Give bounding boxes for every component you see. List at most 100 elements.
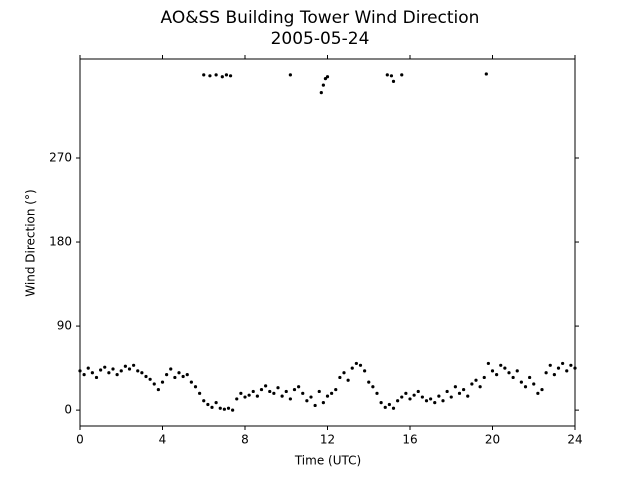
point	[235, 397, 239, 401]
point	[198, 391, 202, 395]
point	[214, 73, 218, 77]
point	[499, 363, 503, 367]
point	[284, 389, 288, 394]
point	[482, 375, 486, 380]
point	[165, 373, 169, 377]
point	[94, 375, 99, 380]
point	[247, 393, 251, 397]
point	[86, 366, 90, 370]
y-tick-label: 0	[64, 403, 72, 417]
point	[305, 399, 309, 403]
point	[107, 371, 111, 375]
point	[391, 406, 396, 410]
point	[193, 385, 198, 389]
point	[276, 386, 280, 390]
point	[367, 380, 371, 384]
point	[412, 393, 416, 397]
point	[379, 401, 383, 405]
point	[272, 391, 276, 395]
point	[358, 363, 363, 367]
point	[319, 91, 323, 95]
point	[429, 397, 433, 401]
point	[251, 389, 255, 394]
point	[160, 380, 165, 384]
point	[519, 380, 523, 384]
point	[503, 366, 507, 370]
point	[387, 402, 391, 407]
point	[280, 394, 284, 398]
point	[323, 77, 328, 81]
point	[396, 399, 400, 403]
point	[474, 378, 478, 382]
point	[457, 391, 462, 395]
point	[99, 368, 103, 372]
x-tick-label: 20	[485, 433, 500, 447]
point	[152, 382, 156, 386]
point	[189, 380, 193, 384]
point	[573, 366, 577, 370]
point	[445, 389, 449, 394]
point	[239, 391, 243, 395]
point	[338, 375, 342, 380]
point	[350, 366, 354, 370]
point	[228, 74, 233, 78]
point	[82, 373, 86, 377]
point	[132, 363, 136, 367]
point	[103, 365, 107, 369]
point	[330, 391, 334, 395]
point	[255, 394, 259, 398]
point	[544, 371, 548, 375]
point	[140, 371, 144, 375]
point	[528, 375, 532, 380]
point	[156, 387, 160, 392]
point	[185, 373, 189, 377]
point	[224, 73, 229, 77]
point	[449, 395, 453, 399]
point	[144, 374, 148, 379]
point	[301, 391, 305, 395]
point	[408, 397, 412, 401]
point	[169, 367, 173, 371]
point	[375, 391, 379, 395]
point	[136, 369, 140, 373]
point	[346, 378, 350, 382]
point	[210, 405, 214, 409]
point	[325, 394, 330, 398]
point	[309, 395, 313, 399]
point	[552, 373, 556, 377]
point	[288, 397, 292, 401]
point	[127, 367, 132, 371]
point	[548, 363, 552, 367]
point	[222, 407, 226, 411]
point	[363, 369, 367, 373]
point	[490, 369, 495, 373]
chart-title: AO&SS Building Tower Wind Direction	[161, 8, 480, 28]
x-axis-label: Time (UTC)	[294, 454, 361, 468]
point	[297, 385, 301, 389]
point	[321, 401, 325, 405]
point	[507, 371, 511, 375]
point	[123, 364, 127, 368]
point	[119, 369, 123, 373]
point	[111, 367, 115, 371]
point	[515, 369, 519, 373]
point	[259, 387, 264, 392]
point	[561, 361, 565, 366]
point	[264, 384, 268, 388]
x-tick-label: 4	[159, 433, 167, 447]
point	[202, 73, 206, 77]
point	[466, 394, 470, 398]
point	[231, 408, 235, 412]
point	[173, 375, 177, 380]
point	[206, 402, 210, 407]
point	[437, 394, 441, 398]
point	[462, 387, 466, 392]
point	[433, 401, 437, 405]
point	[226, 406, 231, 410]
point	[325, 75, 330, 79]
point	[424, 399, 429, 403]
point	[313, 403, 317, 408]
point	[243, 395, 247, 399]
